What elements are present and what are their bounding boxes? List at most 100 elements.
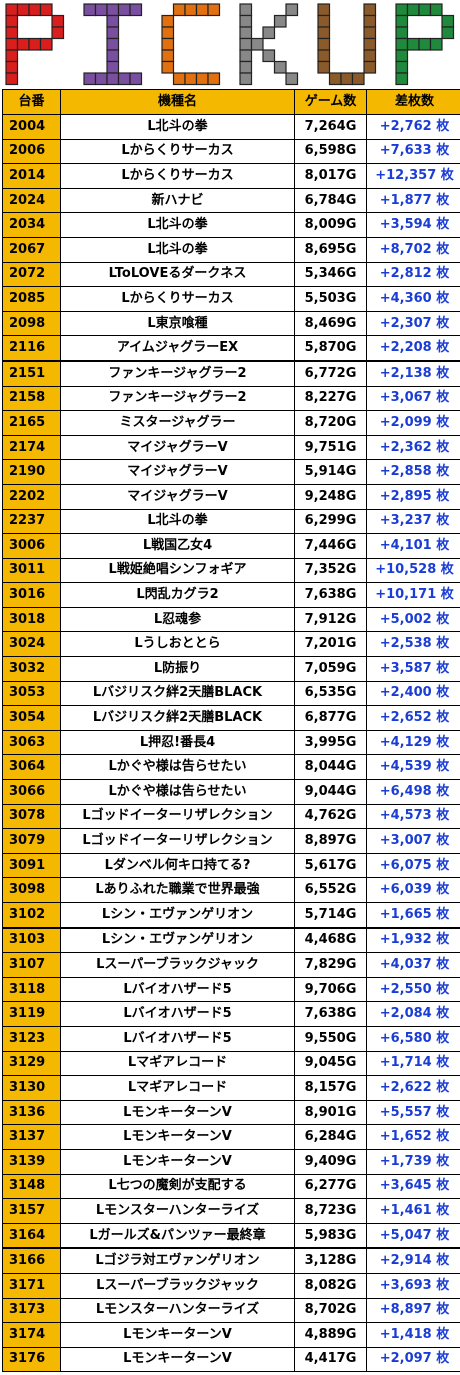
machine-name: Lかぐや様は告らせたい xyxy=(60,754,295,781)
game-count: 7,638G xyxy=(294,582,367,608)
banner-pixel xyxy=(395,37,409,51)
machine-name: Lバイオハザード5 xyxy=(60,1001,295,1027)
banner-pixel xyxy=(5,49,19,63)
banner-pixel xyxy=(262,26,276,40)
banner-pixel xyxy=(184,72,198,86)
table-row: 2237 L北斗の拳 6,299G +3,237 枚 xyxy=(2,508,460,535)
machine-name: Lゴジラ対エヴァンゲリオン xyxy=(60,1247,295,1274)
coin-difference: +3,237 枚 xyxy=(366,508,460,535)
banner-pixel xyxy=(5,60,19,74)
coin-difference: +3,594 枚 xyxy=(366,212,460,238)
table-row: 3066 Lかぐや様は告らせたい 9,044G +6,498 枚 xyxy=(2,779,460,805)
coin-difference: +3,587 枚 xyxy=(366,656,460,682)
coin-difference: +1,714 枚 xyxy=(366,1050,460,1077)
coin-difference: +6,580 枚 xyxy=(366,1025,460,1052)
pickup-banner xyxy=(0,0,460,88)
machine-name: マイジャグラーV xyxy=(60,434,295,461)
machine-name: LモンキーターンV xyxy=(60,1124,295,1150)
table-row: 3139 LモンキーターンV 9,409G +1,739 枚 xyxy=(2,1148,460,1175)
coin-difference: +5,047 枚 xyxy=(366,1222,460,1249)
game-count: 3,995G xyxy=(294,729,367,756)
banner-pixel xyxy=(195,3,209,17)
coin-difference: +2,895 枚 xyxy=(366,483,460,510)
unit-number: 3107 xyxy=(2,952,61,978)
machine-name: L閃乱カグラ2 xyxy=(60,582,295,608)
table-row: 3018 L忍魂参 7,912G +5,002 枚 xyxy=(2,606,460,633)
table-row: 3173 Lモンスターハンターライズ 8,702G +8,897 枚 xyxy=(2,1297,460,1324)
coin-difference: +4,360 枚 xyxy=(366,286,460,312)
machine-name: Lスーパーブラックジャック xyxy=(60,1272,295,1299)
banner-pixel xyxy=(285,72,299,86)
table-row: 2158 ファンキージャグラー2 8,227G +3,067 枚 xyxy=(2,385,460,412)
machine-name: L戦国乙女4 xyxy=(60,533,295,559)
banner-pixel xyxy=(94,72,108,86)
unit-number: 3091 xyxy=(2,852,61,879)
table-row: 2085 Lからくりサーカス 5,503G +4,360 枚 xyxy=(2,286,460,312)
unit-number: 3006 xyxy=(2,533,61,559)
game-count: 8,009G xyxy=(294,212,367,238)
machine-name: Lマギアレコード xyxy=(60,1075,295,1101)
coin-difference: +2,138 枚 xyxy=(366,359,460,387)
unit-number: 2237 xyxy=(2,508,61,535)
machine-name: アイムジャグラーEX xyxy=(60,335,295,362)
coin-difference: +1,932 枚 xyxy=(366,926,460,954)
machine-name: Lバジリスク絆2天膳BLACK xyxy=(60,680,295,707)
unit-number: 2158 xyxy=(2,385,61,412)
game-count: 7,829G xyxy=(294,952,367,978)
banner-letter-p xyxy=(395,3,455,86)
coin-difference: +10,528 枚 xyxy=(366,557,460,584)
banner-pixel xyxy=(106,60,120,74)
banner-pixel xyxy=(395,3,409,17)
coin-difference: +2,762 枚 xyxy=(366,114,460,140)
coin-difference: +4,037 枚 xyxy=(366,952,460,978)
game-count: 8,017G xyxy=(294,163,367,189)
unit-number: 3129 xyxy=(2,1050,61,1077)
banner-pixel xyxy=(161,37,175,51)
game-count: 8,044G xyxy=(294,754,367,781)
coin-difference: +2,084 枚 xyxy=(366,1001,460,1027)
unit-number: 3139 xyxy=(2,1148,61,1175)
coin-difference: +7,633 枚 xyxy=(366,138,460,165)
banner-pixel xyxy=(239,37,253,51)
coin-difference: +3,693 枚 xyxy=(366,1272,460,1299)
machine-name: Lからくりサーカス xyxy=(60,163,295,189)
machine-name: Lバジリスク絆2天膳BLACK xyxy=(60,705,295,731)
coin-difference: +2,362 枚 xyxy=(366,434,460,461)
banner-pixel xyxy=(406,3,420,17)
unit-number: 2174 xyxy=(2,434,61,461)
banner-pixel xyxy=(239,49,253,63)
game-count: 6,598G xyxy=(294,138,367,165)
unit-number: 2151 xyxy=(2,359,61,387)
banner-pixel xyxy=(239,14,253,28)
banner-pixel xyxy=(317,14,331,28)
table-row: 3107 Lスーパーブラックジャック 7,829G +4,037 枚 xyxy=(2,952,460,978)
game-count: 4,762G xyxy=(294,803,367,830)
unit-number: 3171 xyxy=(2,1272,61,1299)
game-count: 6,535G xyxy=(294,680,367,707)
machine-name: Lシン・エヴァンゲリオン xyxy=(60,901,295,929)
table-row: 2014 Lからくりサーカス 8,017G +12,357 枚 xyxy=(2,163,460,189)
table-row: 3011 L戦姫絶唱シンフォギア 7,352G +10,528 枚 xyxy=(2,557,460,584)
unit-number: 3054 xyxy=(2,705,61,731)
banner-pixel xyxy=(262,49,276,63)
banner-pixel xyxy=(16,37,30,51)
coin-difference: +1,877 枚 xyxy=(366,187,460,214)
unit-number: 3118 xyxy=(2,976,61,1003)
table-row: 3078 Lゴッドイーターリザレクション 4,762G +4,573 枚 xyxy=(2,803,460,830)
table-row: 2072 LToLOVEるダークネス 5,346G +2,812 枚 xyxy=(2,261,460,288)
coin-difference: +2,858 枚 xyxy=(366,459,460,485)
game-count: 6,284G xyxy=(294,1124,367,1150)
banner-pixel xyxy=(28,37,42,51)
coin-difference: +2,097 枚 xyxy=(366,1346,460,1373)
table-header-row: 台番 機種名 ゲーム数 差枚数 xyxy=(2,89,460,115)
banner-pixel xyxy=(317,37,331,51)
coin-difference: +5,002 枚 xyxy=(366,606,460,633)
machine-name: Lゴッドイーターリザレクション xyxy=(60,803,295,830)
banner-letter-u xyxy=(317,3,377,86)
coin-difference: +1,652 枚 xyxy=(366,1124,460,1150)
banner-pixel xyxy=(363,26,377,40)
banner-pixel xyxy=(106,37,120,51)
unit-number: 3016 xyxy=(2,582,61,608)
banner-pixel xyxy=(285,3,299,17)
banner-pixel xyxy=(161,49,175,63)
